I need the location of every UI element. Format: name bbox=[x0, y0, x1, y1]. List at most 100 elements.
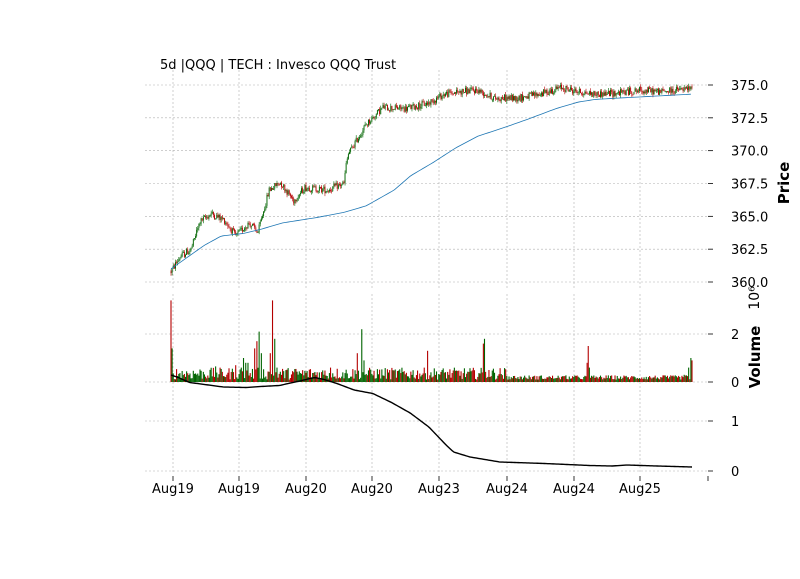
candle-body bbox=[441, 95, 443, 100]
candle-body bbox=[479, 89, 481, 93]
candle-body bbox=[350, 147, 352, 152]
candle-body bbox=[393, 109, 395, 110]
candle bbox=[579, 88, 581, 94]
volume-bar bbox=[265, 376, 267, 382]
candle bbox=[337, 183, 339, 190]
candle-body bbox=[284, 184, 286, 192]
volume-bar bbox=[558, 377, 560, 382]
candle-body bbox=[384, 105, 386, 109]
volume-bar bbox=[560, 376, 563, 382]
candle-body bbox=[552, 89, 553, 94]
candle-body bbox=[296, 200, 298, 202]
candle-body bbox=[388, 109, 389, 111]
volume-bar bbox=[202, 371, 204, 382]
candle-body bbox=[536, 92, 538, 96]
candle-body bbox=[584, 91, 586, 95]
candle-body bbox=[200, 218, 202, 224]
volume-bar bbox=[500, 374, 502, 382]
candle bbox=[419, 100, 421, 111]
volume-bar bbox=[302, 370, 304, 382]
candle-body bbox=[302, 188, 304, 193]
candle-body bbox=[501, 96, 503, 100]
volume-bar bbox=[493, 372, 496, 382]
candle bbox=[649, 85, 651, 90]
candle-body bbox=[465, 87, 466, 93]
volume-bar bbox=[598, 376, 600, 382]
volume-bar bbox=[587, 346, 589, 382]
volume-bar bbox=[464, 377, 467, 382]
candle-body bbox=[655, 89, 657, 92]
candle bbox=[453, 91, 455, 95]
candle bbox=[520, 94, 522, 103]
candle bbox=[374, 115, 376, 121]
volume-bar bbox=[377, 374, 380, 382]
lower-panel-line bbox=[170, 374, 693, 468]
volume-bar bbox=[190, 378, 192, 382]
candle bbox=[372, 115, 374, 119]
volume-bar bbox=[613, 379, 615, 382]
candle bbox=[632, 93, 634, 97]
candle-body bbox=[379, 108, 381, 114]
candle bbox=[622, 90, 624, 95]
candle bbox=[394, 103, 396, 111]
volume-bar bbox=[344, 373, 346, 382]
candle bbox=[304, 183, 306, 195]
volume-bar bbox=[271, 300, 274, 382]
candle bbox=[584, 90, 586, 96]
candle-body bbox=[583, 94, 585, 96]
candle-body bbox=[359, 137, 360, 139]
candle-body bbox=[504, 94, 506, 100]
volume-bar bbox=[212, 367, 214, 382]
candle-body bbox=[413, 104, 415, 110]
candle bbox=[594, 90, 596, 96]
candle-body bbox=[463, 92, 465, 94]
candle bbox=[431, 99, 433, 103]
volume-bar bbox=[193, 373, 195, 382]
candle-body bbox=[436, 97, 437, 103]
candle bbox=[424, 102, 426, 107]
candle-body bbox=[442, 94, 444, 97]
candle-body bbox=[533, 92, 535, 96]
candle bbox=[581, 92, 583, 96]
candle-body bbox=[543, 89, 545, 96]
candle-body bbox=[439, 93, 441, 97]
volume-bar bbox=[241, 371, 243, 382]
candle-body bbox=[523, 96, 524, 101]
volume-bar bbox=[234, 379, 236, 382]
candle bbox=[661, 88, 663, 95]
candle bbox=[238, 229, 240, 232]
candle bbox=[311, 189, 313, 195]
candle bbox=[257, 231, 259, 233]
candle bbox=[270, 186, 272, 192]
volume-bar bbox=[278, 373, 280, 382]
candle bbox=[494, 94, 495, 97]
candle-body bbox=[251, 224, 253, 226]
volume-bar bbox=[370, 369, 372, 382]
volume-bar bbox=[486, 377, 488, 382]
candle bbox=[205, 214, 207, 220]
candle-body bbox=[492, 96, 494, 101]
candle-body bbox=[336, 182, 338, 189]
candle bbox=[620, 86, 622, 98]
candle-body bbox=[397, 106, 398, 109]
candle bbox=[342, 180, 344, 186]
candle bbox=[253, 222, 255, 226]
candle-body bbox=[402, 107, 404, 109]
volume-bar bbox=[232, 372, 235, 382]
candle bbox=[449, 88, 451, 93]
volume-bar bbox=[181, 370, 183, 382]
candle bbox=[469, 87, 471, 94]
volume-bar bbox=[283, 371, 285, 382]
candle-body bbox=[615, 93, 617, 96]
volume-bar bbox=[235, 365, 237, 382]
candle-body bbox=[220, 216, 222, 221]
candle bbox=[354, 139, 356, 150]
candle-body bbox=[366, 124, 368, 126]
candle-body bbox=[606, 93, 608, 95]
price-y-tick-label: 375.0 bbox=[731, 79, 768, 94]
volume-bar bbox=[601, 377, 603, 382]
volume-bar bbox=[341, 376, 343, 382]
candle-body bbox=[197, 227, 199, 231]
candle bbox=[323, 184, 325, 192]
volume-bar bbox=[661, 377, 663, 382]
